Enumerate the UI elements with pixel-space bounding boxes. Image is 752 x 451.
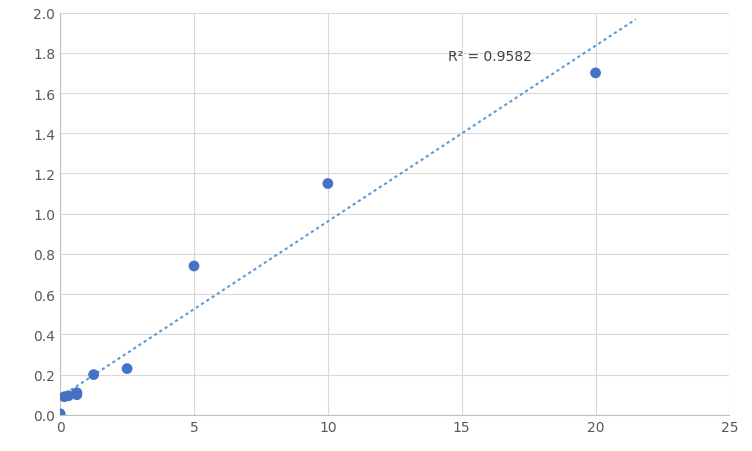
Point [590, 70, 602, 78]
Text: R² = 0.9582: R² = 0.9582 [448, 50, 532, 64]
Point [322, 180, 334, 188]
Point [54, 410, 66, 418]
Point [121, 365, 133, 373]
Point [71, 391, 83, 399]
Point [59, 393, 71, 400]
Point [62, 392, 74, 400]
Point [71, 389, 83, 396]
Point [188, 263, 200, 270]
Point [87, 371, 99, 378]
